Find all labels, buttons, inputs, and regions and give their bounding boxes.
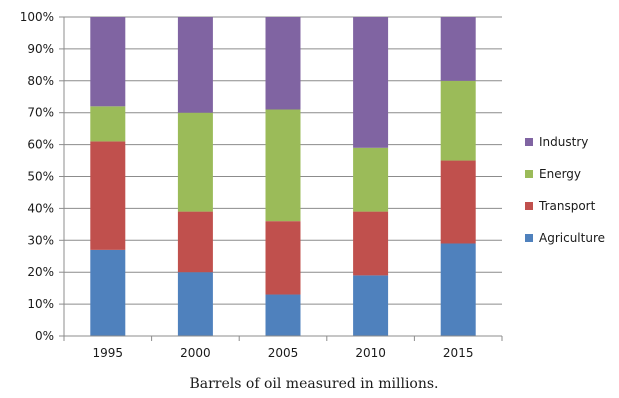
legend-swatch-industry [525, 138, 533, 146]
bar-segment-energy-2005 [265, 109, 301, 222]
bar-segment-energy-2015 [440, 80, 476, 161]
legend-label-agriculture: Agriculture [539, 231, 605, 245]
legend-label-transport: Transport [538, 199, 596, 213]
y-tick-label: 0% [35, 329, 54, 343]
bar-segment-industry-2005 [265, 17, 301, 110]
legend: Industry Energy Transport Agriculture [525, 135, 605, 245]
x-tick-label: 2000 [180, 346, 211, 360]
bar-segment-agriculture-2015 [440, 243, 476, 336]
bar-segment-industry-2000 [177, 17, 213, 113]
bar-segment-energy-1995 [90, 106, 126, 142]
y-tick-label: 50% [27, 170, 54, 184]
bar-segment-energy-2010 [353, 147, 389, 212]
legend-label-industry: Industry [539, 135, 588, 149]
bar-segment-agriculture-2010 [353, 275, 389, 336]
x-tick-label: 2005 [268, 346, 299, 360]
bar-segment-energy-2000 [177, 112, 213, 212]
y-tick-label: 100% [20, 10, 54, 24]
bar-segment-industry-2015 [440, 17, 476, 81]
y-tick-label: 20% [27, 265, 54, 279]
y-tick-label: 60% [27, 138, 54, 152]
bar-segment-transport-2015 [440, 160, 476, 244]
y-tick-label: 90% [27, 42, 54, 56]
legend-swatch-agriculture [525, 234, 533, 242]
x-tick-label: 2010 [355, 346, 386, 360]
bar-segment-agriculture-2000 [177, 272, 213, 336]
bar-segment-transport-2010 [353, 211, 389, 276]
bar-segment-industry-1995 [90, 17, 126, 107]
y-tick-label: 10% [27, 297, 54, 311]
x-tick-label: 2015 [443, 346, 474, 360]
bar-segment-agriculture-1995 [90, 249, 126, 336]
bars [90, 17, 476, 336]
bar-segment-transport-1995 [90, 141, 126, 250]
y-tick-label: 80% [27, 74, 54, 88]
bar-segment-industry-2010 [353, 17, 389, 148]
bar-segment-agriculture-2005 [265, 294, 301, 336]
x-axis-ticks: 1995 2000 2005 2010 2015 [63, 335, 503, 360]
chart-caption: Barrels of oil measured in millions. [189, 376, 438, 392]
y-tick-label: 30% [27, 233, 54, 247]
legend-swatch-energy [525, 170, 533, 178]
y-axis-ticks: 0% 10% 20% 30% 40% 50% 60% 70% 80% 90% 100% [20, 10, 54, 343]
y-tick-label: 70% [27, 106, 54, 120]
legend-label-energy: Energy [539, 167, 581, 181]
bar-segment-transport-2000 [177, 211, 213, 273]
x-tick-label: 1995 [93, 346, 124, 360]
legend-swatch-transport [525, 202, 533, 210]
y-tick-label: 40% [27, 201, 54, 215]
bar-segment-transport-2005 [265, 221, 301, 295]
